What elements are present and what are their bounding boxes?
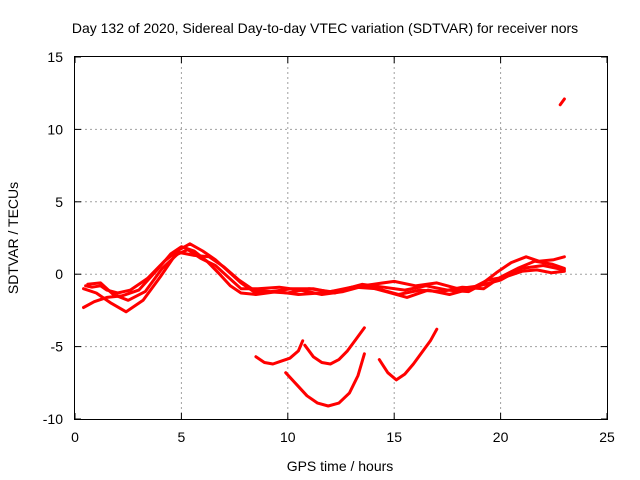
series-track-c: [84, 242, 566, 295]
x-axis-title: GPS time / hours: [287, 458, 394, 474]
x-tick-label: 20: [493, 429, 509, 445]
y-tick-label: 10: [47, 121, 63, 137]
chart-title: Day 132 of 2020, Sidereal Day-to-day VTE…: [72, 20, 578, 36]
x-tick-label: 15: [386, 429, 402, 445]
x-tick-label: 0: [71, 429, 79, 445]
y-tick-label: -10: [43, 411, 63, 427]
x-tick-label: 5: [178, 429, 186, 445]
series-group: [82, 97, 566, 408]
series-dip-3: [284, 352, 366, 408]
series-track-b: [82, 248, 566, 314]
y-tick-label: 0: [55, 266, 63, 282]
x-tick-label: 25: [599, 429, 615, 445]
series-track-d: [86, 251, 566, 302]
y-axis-title: SDTVAR / TECUs: [5, 182, 21, 294]
y-tick-label: -5: [51, 339, 64, 355]
axis-ticks: 0 5 10 15 20 25 -10 -5 0 5 10 15: [43, 49, 615, 445]
grid: [75, 57, 607, 419]
series-dip-4: [377, 327, 439, 382]
series-dip-2: [303, 326, 366, 366]
series-dip-1: [254, 339, 305, 366]
series-outlier: [558, 97, 566, 107]
y-tick-label: 5: [55, 194, 63, 210]
y-tick-label: 15: [47, 49, 63, 65]
x-tick-label: 10: [280, 429, 296, 445]
plot-frame: [74, 56, 608, 420]
